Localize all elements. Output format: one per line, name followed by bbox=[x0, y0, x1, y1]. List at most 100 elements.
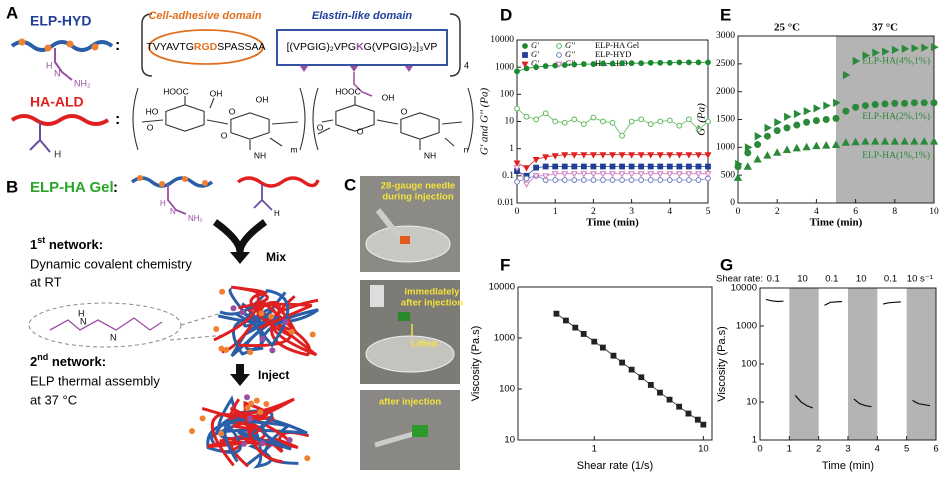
marker bbox=[600, 118, 606, 125]
inject-arrow bbox=[230, 364, 250, 386]
y-tick-label: 0.1 bbox=[502, 171, 514, 181]
elp-chain bbox=[130, 176, 214, 188]
legend-label: G'' bbox=[565, 40, 575, 50]
seq: TVYAVTG bbox=[146, 41, 193, 53]
y-tick-label: 10 bbox=[505, 117, 515, 127]
marker bbox=[561, 163, 568, 170]
marker bbox=[734, 163, 742, 171]
marker bbox=[705, 59, 711, 66]
marker bbox=[901, 99, 909, 107]
legend-marker bbox=[556, 43, 562, 49]
marker bbox=[657, 389, 663, 396]
marker bbox=[822, 141, 831, 149]
merge-arrow bbox=[212, 219, 268, 253]
strand bbox=[210, 400, 283, 467]
marker bbox=[861, 102, 869, 110]
panel-label: A bbox=[6, 3, 18, 22]
marker bbox=[823, 101, 831, 110]
atom-label: OH bbox=[256, 94, 269, 104]
marker bbox=[694, 171, 702, 178]
hydrazide bbox=[54, 48, 73, 81]
peptide: TVYAVTGRGDSPASSAA bbox=[146, 41, 265, 53]
marker bbox=[619, 132, 625, 139]
marker bbox=[832, 114, 840, 122]
atom-label: O bbox=[221, 130, 228, 140]
marker bbox=[930, 99, 938, 107]
network-title: 1st network: bbox=[30, 235, 103, 252]
crosslink bbox=[257, 409, 264, 416]
marker bbox=[638, 163, 645, 170]
marker bbox=[871, 137, 880, 145]
series-label: ELP-HA(1%,1%) bbox=[862, 150, 930, 161]
photo-caption: immediately bbox=[405, 287, 461, 298]
sugar-ring bbox=[230, 112, 270, 140]
marker bbox=[920, 137, 929, 145]
network-text: at RT bbox=[30, 274, 62, 289]
atom: H bbox=[46, 60, 53, 70]
marker bbox=[580, 61, 587, 67]
atom-label: OH bbox=[382, 92, 395, 102]
crosslink bbox=[240, 440, 247, 447]
marker bbox=[871, 100, 879, 108]
bracket bbox=[141, 13, 153, 77]
marker bbox=[686, 177, 692, 183]
marker bbox=[628, 118, 635, 125]
atom: H bbox=[160, 199, 166, 208]
y-tick-label: 1000 bbox=[494, 333, 515, 344]
network bbox=[189, 394, 311, 469]
marker bbox=[619, 163, 625, 170]
marker bbox=[842, 70, 851, 80]
panel-label: E bbox=[720, 5, 731, 24]
sugar-ring bbox=[165, 104, 205, 132]
gel-label: ELP-HA Gel bbox=[30, 179, 114, 196]
shaded-region bbox=[836, 36, 934, 203]
marker bbox=[656, 171, 664, 178]
marker bbox=[783, 124, 791, 132]
shear-rate-label: 0.1 bbox=[884, 274, 897, 285]
atom-label: NH bbox=[424, 150, 436, 160]
marker bbox=[666, 396, 673, 403]
ha-chain bbox=[236, 176, 320, 188]
marker bbox=[704, 152, 712, 159]
t: 1 bbox=[30, 237, 37, 252]
marker bbox=[523, 165, 531, 172]
marker bbox=[900, 137, 909, 145]
t: nd bbox=[37, 352, 48, 362]
crosslink bbox=[259, 335, 266, 342]
aldehyde bbox=[253, 184, 273, 211]
marker bbox=[705, 118, 711, 125]
chain-dots bbox=[18, 38, 99, 52]
crosslink bbox=[263, 400, 270, 407]
marker bbox=[881, 100, 889, 108]
marker bbox=[638, 177, 645, 183]
marker bbox=[764, 123, 773, 132]
network bbox=[213, 285, 319, 358]
t: st bbox=[37, 235, 45, 245]
strand bbox=[238, 302, 313, 348]
shear-rate-label: 10 s⁻¹ bbox=[907, 274, 933, 285]
marker bbox=[647, 152, 655, 159]
series-label: ELP-HA(4%,1%) bbox=[862, 55, 930, 66]
y-tick-label: 10 bbox=[504, 435, 515, 446]
y-tick-label: 10 bbox=[746, 397, 757, 408]
atom-label: O bbox=[317, 122, 324, 132]
marker bbox=[676, 403, 683, 410]
legend-label: G' bbox=[531, 49, 539, 59]
crosslink bbox=[199, 415, 206, 422]
marker bbox=[552, 118, 559, 125]
lysine-markers bbox=[300, 66, 413, 72]
marker bbox=[542, 173, 550, 180]
y-tick-label: 1 bbox=[752, 435, 757, 446]
shaded-region bbox=[848, 288, 878, 440]
marker bbox=[590, 61, 597, 67]
marker bbox=[533, 64, 539, 71]
x-tick-label: 5 bbox=[706, 207, 711, 217]
marker bbox=[561, 152, 569, 159]
legend-label: G'' bbox=[565, 58, 575, 68]
panel-label: G bbox=[720, 255, 733, 274]
repeat: 4 bbox=[464, 60, 469, 70]
marker bbox=[647, 171, 655, 178]
panel-label: C bbox=[344, 175, 356, 194]
marker bbox=[753, 154, 762, 163]
